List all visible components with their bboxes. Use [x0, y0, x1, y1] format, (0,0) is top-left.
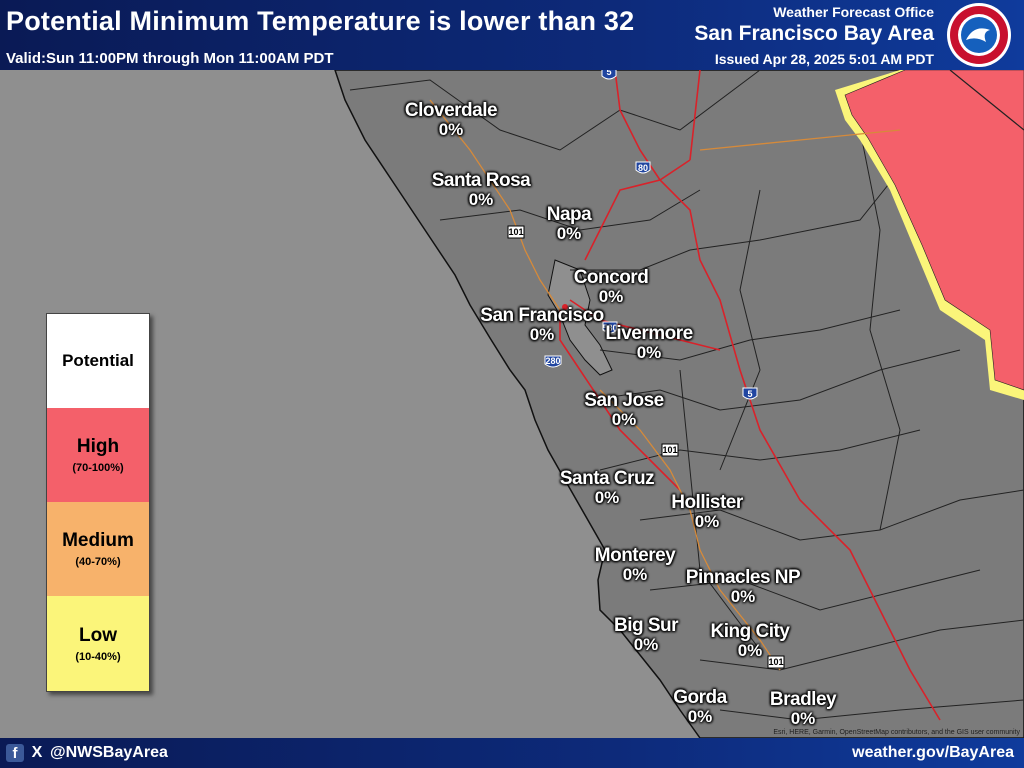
legend-high-range: (70-100%) [72, 462, 124, 474]
city-label-cloverdale: Cloverdale 0% [404, 100, 498, 139]
facebook-icon[interactable]: f [6, 744, 24, 762]
land-area [334, 70, 1024, 738]
city-label-king-city: King City 0% [710, 621, 790, 660]
office-name: Weather Forecast Office [773, 4, 934, 20]
legend-low: Low (10-40%) [47, 596, 149, 691]
forecast-map: 5 80 101 280 580 5 101 101 Esri, HERE, G… [0, 70, 1024, 738]
city-label-big-sur: Big Sur 0% [613, 615, 679, 654]
legend-high-label: High [76, 436, 120, 457]
legend-title: Potential [62, 351, 134, 370]
map-attribution: Esri, HERE, Garmin, OpenStreetMap contri… [773, 729, 1020, 736]
legend-medium: Medium (40-70%) [47, 502, 149, 596]
city-label-san-francisco: San Francisco 0% [480, 305, 604, 344]
footer-bar: f X @NWSBayArea weather.gov/BayArea [0, 738, 1024, 768]
svg-text:280: 280 [545, 356, 560, 366]
highway-shield-us101-king-city: 101 [767, 655, 785, 669]
social-handle[interactable]: @NWSBayArea [50, 744, 168, 761]
legend-medium-label: Medium [62, 530, 134, 551]
nws-logo-icon [947, 3, 1011, 67]
legend-low-label: Low [79, 624, 117, 646]
city-label-hollister: Hollister 0% [671, 492, 743, 531]
frost-zone-high [844, 70, 1024, 391]
highway-shield-us101-north: 101 [507, 225, 525, 239]
highway-shield-i580: 580 [602, 321, 618, 334]
svg-text:80: 80 [638, 163, 648, 173]
svg-text:5: 5 [606, 70, 611, 77]
legend-high: High (70-100%) [47, 408, 149, 502]
legend-low-range: (10-40%) [75, 650, 121, 663]
city-label-gorda: Gorda 0% [673, 687, 727, 726]
svg-text:101: 101 [662, 445, 677, 455]
map-title: Potential Minimum Temperature is lower t… [6, 6, 635, 36]
valid-period: Valid:Sun 11:00PM through Mon 11:00AM PD… [6, 50, 334, 67]
city-label-bradley: Bradley 0% [769, 689, 837, 728]
city-label-santa-cruz: Santa Cruz 0% [559, 468, 655, 507]
svg-text:580: 580 [602, 323, 617, 333]
legend-title-cell: Potential [47, 314, 149, 408]
svg-text:5: 5 [747, 389, 752, 399]
header-bar: Potential Minimum Temperature is lower t… [0, 0, 1024, 70]
city-label-concord: Concord 0% [573, 267, 649, 306]
highway-shield-i5-north: 5 [601, 70, 617, 80]
legend: Potential High (70-100%) Medium (40-70%)… [46, 313, 150, 692]
highway-shield-i280: 280 [544, 355, 562, 368]
highway-shield-i5-central: 5 [742, 387, 758, 400]
highway-shield-us101-south: 101 [661, 443, 679, 457]
svg-text:101: 101 [508, 227, 523, 237]
city-label-santa-rosa: Santa Rosa 0% [431, 170, 531, 209]
svg-text:101: 101 [768, 657, 783, 667]
city-label-pinnacles-np: Pinnacles NP 0% [685, 567, 801, 606]
issued-time: Issued Apr 28, 2025 5:01 AM PDT [714, 51, 934, 67]
city-label-san-jose: San Jose 0% [584, 390, 664, 429]
area-name: San Francisco Bay Area [694, 22, 934, 45]
website-link[interactable]: weather.gov/BayArea [852, 744, 1014, 761]
city-label-livermore: Livermore 0% [605, 323, 693, 362]
city-label-napa: Napa 0% [546, 204, 592, 243]
highway-shield-i80: 80 [635, 161, 651, 174]
x-icon[interactable]: X [31, 744, 43, 761]
legend-medium-range: (40-70%) [75, 556, 121, 568]
sf-bay [547, 259, 613, 376]
city-label-monterey: Monterey 0% [594, 545, 676, 584]
